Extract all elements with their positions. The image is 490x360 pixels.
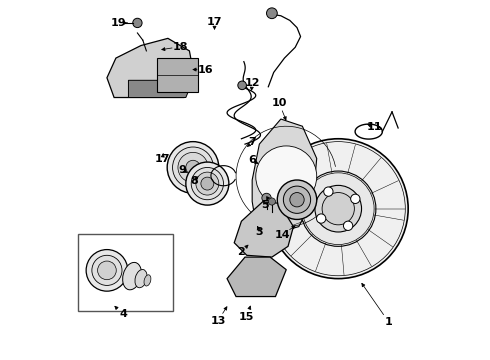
Text: 10: 10	[271, 98, 287, 108]
Circle shape	[98, 261, 116, 280]
Circle shape	[186, 162, 229, 205]
Text: 13: 13	[210, 316, 226, 325]
Circle shape	[269, 198, 275, 205]
Bar	[157, 58, 198, 92]
Circle shape	[178, 152, 208, 183]
Circle shape	[196, 172, 219, 195]
Circle shape	[262, 193, 271, 203]
Polygon shape	[227, 257, 286, 297]
Text: 16: 16	[198, 64, 213, 75]
Text: 8: 8	[190, 176, 198, 186]
Text: 12: 12	[245, 78, 260, 88]
Ellipse shape	[135, 270, 147, 288]
Circle shape	[290, 193, 304, 207]
Circle shape	[324, 187, 333, 196]
Circle shape	[283, 186, 311, 213]
Polygon shape	[252, 119, 317, 234]
Circle shape	[186, 160, 200, 175]
Text: 15: 15	[239, 312, 254, 322]
Text: 17: 17	[155, 154, 170, 164]
Text: 2: 2	[238, 247, 245, 257]
Circle shape	[322, 193, 354, 225]
Circle shape	[238, 81, 246, 90]
Ellipse shape	[122, 262, 142, 290]
Circle shape	[351, 194, 360, 203]
Text: 3: 3	[255, 227, 263, 237]
Polygon shape	[107, 39, 195, 98]
Circle shape	[267, 8, 277, 19]
Circle shape	[92, 255, 122, 285]
Text: 1: 1	[385, 317, 392, 327]
Circle shape	[271, 141, 405, 276]
Circle shape	[201, 177, 214, 190]
Bar	[78, 234, 173, 311]
Text: 7: 7	[248, 138, 256, 147]
Ellipse shape	[144, 275, 151, 286]
Text: 5: 5	[261, 200, 269, 210]
Polygon shape	[234, 202, 294, 257]
Circle shape	[269, 139, 408, 279]
Circle shape	[315, 185, 362, 232]
Polygon shape	[128, 80, 193, 98]
Circle shape	[167, 141, 219, 193]
Circle shape	[133, 18, 142, 28]
Circle shape	[86, 249, 128, 291]
Circle shape	[317, 214, 326, 223]
Text: 9: 9	[178, 165, 186, 175]
Text: 18: 18	[172, 42, 188, 51]
Circle shape	[191, 167, 223, 200]
Circle shape	[302, 173, 374, 244]
Text: 11: 11	[367, 122, 382, 132]
Text: 19: 19	[111, 18, 126, 28]
Circle shape	[256, 146, 317, 207]
Text: 6: 6	[248, 155, 256, 165]
Text: 4: 4	[119, 310, 127, 319]
Text: 17: 17	[207, 17, 222, 27]
Text: 14: 14	[275, 230, 291, 239]
Circle shape	[300, 171, 376, 246]
Circle shape	[277, 180, 317, 220]
Circle shape	[343, 221, 353, 230]
Circle shape	[172, 147, 214, 188]
